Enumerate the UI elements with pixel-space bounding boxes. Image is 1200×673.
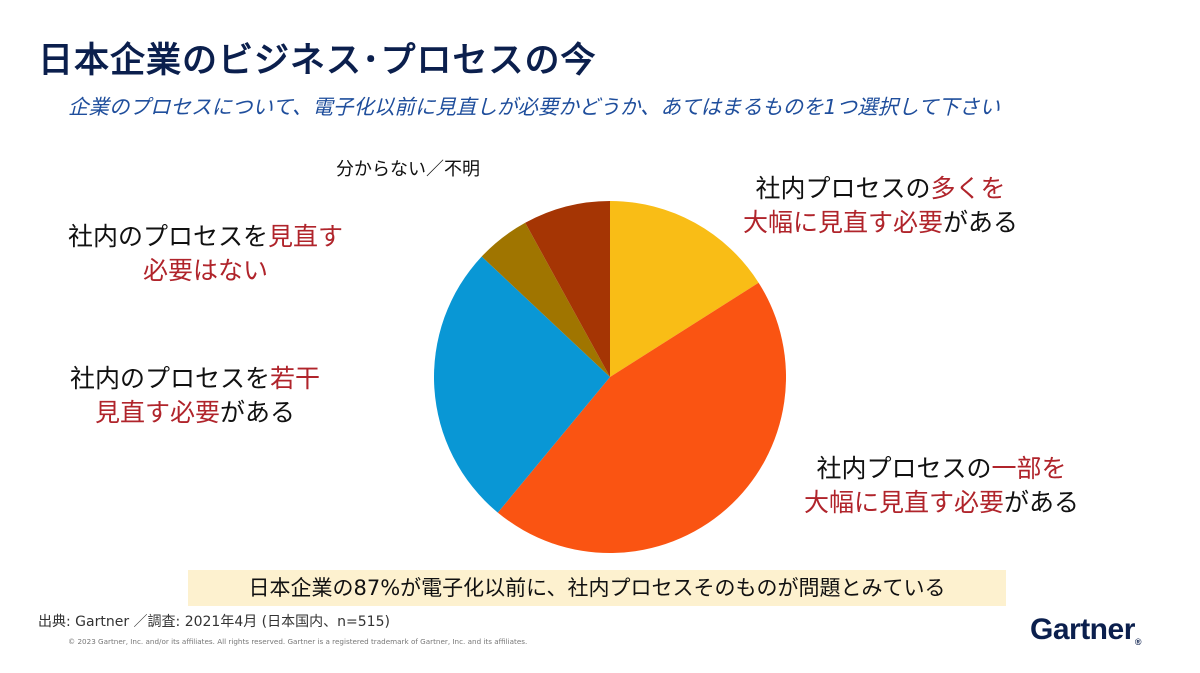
label-highlight: 見直す bbox=[268, 222, 344, 251]
source-note: 出典: Gartner ／調査: 2021年4月 (日本国内、n=515) bbox=[38, 614, 390, 630]
pie-slice-none bbox=[481, 222, 610, 377]
slice-label-slight-review: 社内のプロセスを若干 見直す必要がある bbox=[70, 362, 320, 430]
label-text: がある bbox=[220, 398, 296, 427]
slice-label-no-review: 社内のプロセスを見直す 必要はない bbox=[68, 220, 343, 288]
label-line: 見直す必要がある bbox=[70, 396, 320, 430]
label-highlight: 必要はない bbox=[143, 256, 269, 285]
label-text: 社内プロセスの bbox=[755, 174, 931, 203]
page-subtitle: 企業のプロセスについて、電子化以前に見直しが必要かどうか、あてはまるものを1つ選… bbox=[68, 95, 1001, 119]
label-line: 社内プロセスの一部を bbox=[804, 452, 1079, 486]
label-highlight: 見直す必要 bbox=[95, 398, 221, 427]
label-line: 大幅に見直す必要がある bbox=[804, 486, 1079, 520]
label-line: 分からない／不明 bbox=[336, 158, 480, 182]
slice-label-unknown: 分からない／不明 bbox=[336, 158, 480, 182]
label-line: 大幅に見直す必要がある bbox=[743, 206, 1018, 240]
label-line: 必要はない bbox=[68, 254, 343, 288]
label-line: 社内のプロセスを見直す bbox=[68, 220, 343, 254]
pie-slice-unknown bbox=[525, 201, 610, 377]
label-text: 社内のプロセスを bbox=[70, 364, 271, 393]
label-text: 社内のプロセスを bbox=[68, 222, 269, 251]
pie-slice-part bbox=[497, 282, 787, 554]
label-highlight: 大幅に見直す必要 bbox=[743, 208, 944, 237]
label-line: 社内プロセスの多くを bbox=[743, 172, 1018, 206]
label-text: 分からない／不明 bbox=[336, 159, 480, 180]
label-highlight: 大幅に見直す必要 bbox=[804, 488, 1005, 517]
logo-text: Gartner bbox=[1030, 613, 1135, 646]
label-highlight: 一部を bbox=[991, 454, 1067, 483]
label-highlight: 若干 bbox=[270, 364, 321, 393]
page-title: 日本企業のビジネス･プロセスの今 bbox=[38, 41, 597, 81]
label-line: 社内のプロセスを若干 bbox=[70, 362, 320, 396]
gartner-logo: Gartner® bbox=[1030, 613, 1142, 647]
key-finding-callout: 日本企業の87%が電子化以前に、社内プロセスそのものが問題とみている bbox=[188, 570, 1006, 606]
slice-label-major-review-part: 社内プロセスの一部を 大幅に見直す必要がある bbox=[804, 452, 1079, 520]
logo-registered-mark: ® bbox=[1134, 637, 1142, 647]
label-text: 社内プロセスの bbox=[816, 454, 992, 483]
pie-slice-many bbox=[610, 201, 759, 377]
label-text: がある bbox=[1004, 488, 1080, 517]
copyright-note: © 2023 Gartner, Inc. and/or its affiliat… bbox=[68, 637, 528, 646]
label-text: がある bbox=[943, 208, 1019, 237]
slice-label-major-review-many: 社内プロセスの多くを 大幅に見直す必要がある bbox=[743, 172, 1018, 240]
pie-slice-slight bbox=[433, 256, 610, 513]
label-highlight: 多くを bbox=[930, 174, 1006, 203]
